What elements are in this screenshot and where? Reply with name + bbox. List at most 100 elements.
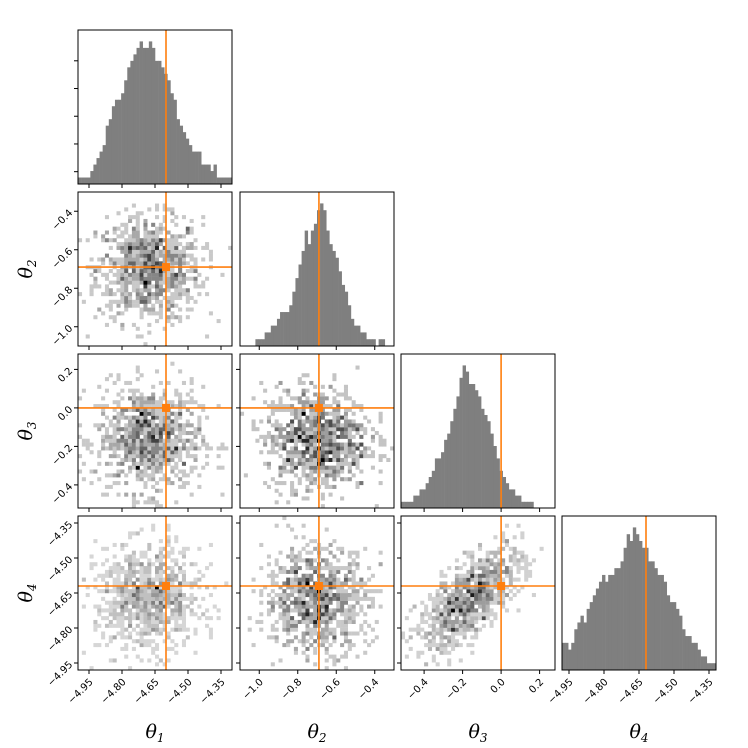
density-cell	[336, 619, 341, 624]
density-cell	[143, 245, 148, 250]
density-cell	[489, 581, 494, 586]
density-cell	[155, 276, 160, 281]
density-cell	[416, 654, 421, 659]
density-cell	[178, 415, 183, 420]
density-cell	[336, 581, 341, 586]
density-cell	[162, 600, 167, 605]
density-cell	[131, 245, 136, 250]
density-cell	[108, 619, 113, 624]
density-cell	[147, 257, 152, 262]
density-cell	[155, 654, 160, 659]
density-cell	[259, 434, 264, 439]
density-cell	[193, 631, 198, 636]
density-cell	[128, 388, 133, 393]
density-cell	[135, 253, 140, 258]
density-cell	[305, 434, 310, 439]
density-cell	[520, 558, 525, 563]
hist-bar	[574, 629, 578, 670]
density-cell	[270, 600, 275, 605]
density-cell	[286, 388, 291, 393]
density-cell	[162, 612, 167, 617]
density-cell	[313, 457, 318, 462]
density-cell	[143, 438, 148, 443]
hist-bar	[511, 489, 516, 508]
density-cell	[343, 477, 348, 482]
density-cell	[282, 643, 287, 648]
density-cell	[170, 546, 175, 551]
density-cell	[181, 546, 186, 551]
density-cell	[174, 276, 179, 281]
density-cell	[151, 465, 156, 470]
density-cell	[359, 627, 364, 632]
density-cell	[120, 407, 125, 412]
density-cell	[162, 473, 167, 478]
density-cell	[367, 596, 372, 601]
density-cell	[324, 396, 329, 401]
density-cell	[454, 639, 459, 644]
density-cell	[309, 550, 314, 555]
density-cell	[170, 646, 175, 651]
density-cell	[309, 643, 314, 648]
density-cell	[158, 573, 163, 578]
density-cell	[205, 585, 210, 590]
density-cell	[116, 311, 121, 316]
density-cell	[155, 238, 160, 243]
density-cell	[435, 596, 440, 601]
density-cell	[128, 218, 133, 223]
density-cell	[347, 562, 352, 567]
density-cell	[131, 261, 136, 266]
density-cell	[266, 415, 271, 420]
density-cell	[170, 573, 175, 578]
density-cell	[178, 272, 183, 277]
density-cell	[193, 284, 198, 289]
density-cell	[489, 569, 494, 574]
density-cell	[324, 423, 329, 428]
density-cell	[251, 643, 256, 648]
x-tick-label: −0.4	[406, 677, 431, 702]
density-cell	[278, 658, 283, 663]
density-cell	[178, 446, 183, 451]
density-cell	[147, 600, 152, 605]
density-cell	[332, 415, 337, 420]
density-cell	[170, 627, 175, 632]
density-cell	[139, 608, 144, 613]
density-cell	[143, 616, 148, 621]
density-cell	[124, 446, 129, 451]
density-cell	[185, 596, 190, 601]
density-cell	[174, 558, 179, 563]
density-cell	[139, 311, 144, 316]
density-cell	[512, 546, 517, 551]
density-cell	[340, 608, 345, 613]
density-cell	[427, 639, 432, 644]
hist-bar	[675, 608, 680, 670]
density-cell	[178, 589, 183, 594]
hist-bar	[598, 581, 603, 670]
density-cell	[251, 396, 256, 401]
density-cell	[101, 257, 106, 262]
density-cell	[301, 616, 306, 621]
density-cell	[181, 442, 186, 447]
hist-bar	[632, 527, 637, 670]
density-cell	[470, 573, 475, 578]
density-cell	[131, 573, 136, 578]
density-cell	[128, 427, 133, 432]
density-cell	[462, 585, 467, 590]
density-cell	[208, 311, 213, 316]
density-cell	[305, 573, 310, 578]
density-cell	[363, 431, 368, 436]
density-cell	[135, 365, 140, 370]
density-cell	[124, 295, 129, 300]
density-cell	[297, 639, 302, 644]
density-cell	[104, 284, 109, 289]
density-cell	[155, 249, 160, 254]
density-cell	[143, 627, 148, 632]
density-cell	[151, 496, 156, 501]
density-cell	[332, 450, 337, 455]
density-cell	[512, 593, 517, 598]
density-cell	[324, 450, 329, 455]
density-cell	[120, 604, 125, 609]
density-cell	[112, 400, 117, 405]
density-cell	[101, 577, 106, 582]
density-cell	[147, 434, 152, 439]
density-cell	[162, 457, 167, 462]
